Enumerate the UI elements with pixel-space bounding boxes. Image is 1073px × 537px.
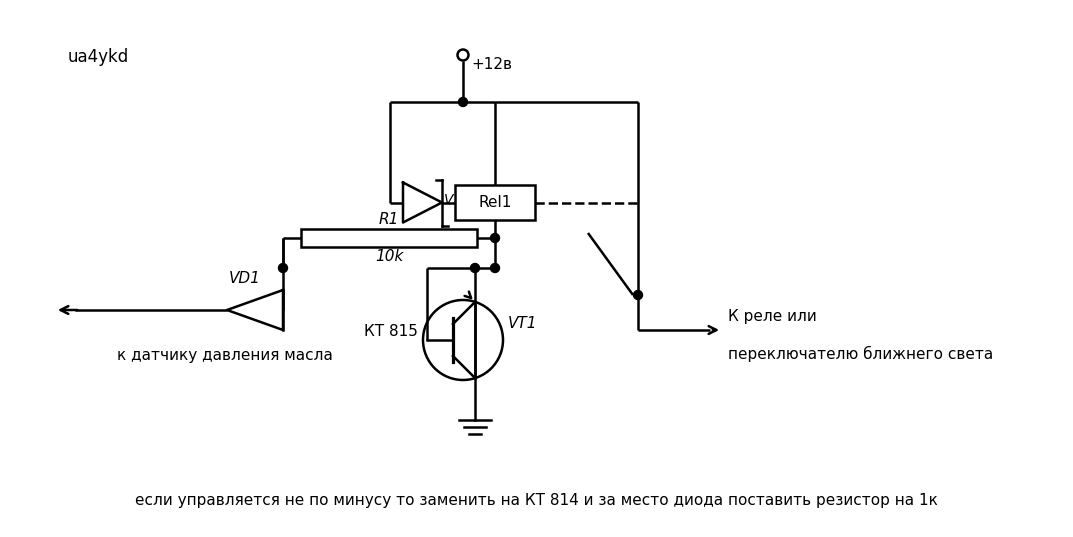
Text: если управляется не по минусу то заменить на КТ 814 и за место диода поставить р: если управляется не по минусу то заменит… [134, 492, 938, 507]
Text: VD1: VD1 [229, 271, 261, 286]
Polygon shape [403, 183, 442, 222]
Text: R1: R1 [379, 212, 399, 227]
Polygon shape [227, 290, 283, 330]
Circle shape [490, 234, 500, 243]
Circle shape [279, 264, 288, 272]
Text: К реле или: К реле или [727, 309, 817, 324]
Circle shape [458, 98, 468, 106]
Bar [302, 229, 477, 247]
Text: V: V [443, 193, 453, 207]
Circle shape [490, 264, 500, 272]
Text: Rel1: Rel1 [479, 195, 512, 210]
Text: VT1: VT1 [508, 316, 538, 331]
Text: к датчику давления масла: к датчику давления масла [117, 348, 333, 363]
Bar [455, 185, 535, 220]
Text: переключателю ближнего света: переключателю ближнего света [727, 346, 994, 362]
Text: +12в: +12в [471, 57, 512, 72]
Text: КТ 815: КТ 815 [364, 324, 418, 339]
Text: 10k: 10k [374, 249, 403, 264]
Circle shape [470, 264, 480, 272]
Text: ua4ykd: ua4ykd [68, 48, 129, 66]
Circle shape [633, 291, 643, 300]
